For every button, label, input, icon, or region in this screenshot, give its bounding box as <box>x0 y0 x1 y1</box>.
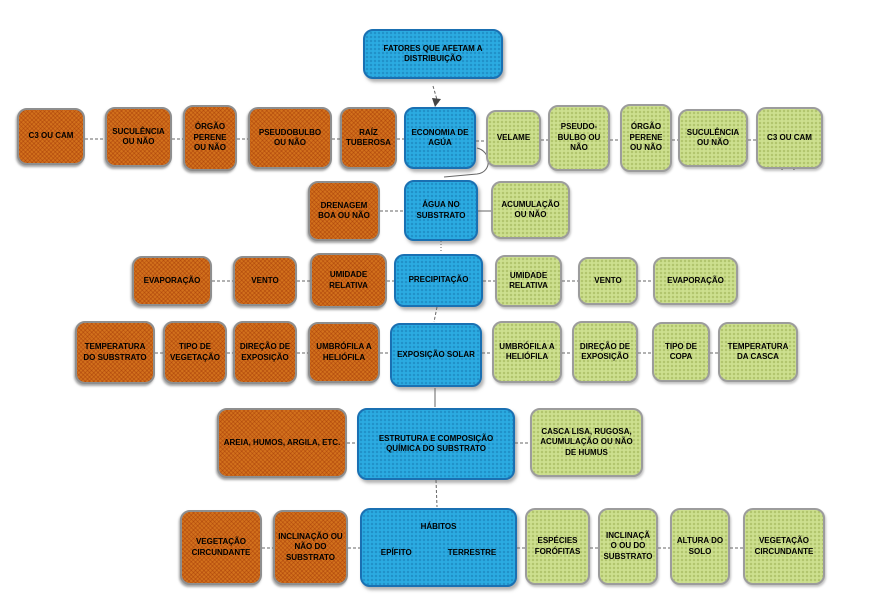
node-agua-no-substrato: ÁGUA NO SUBSTRATO <box>404 180 478 241</box>
node-vento-right: VENTO <box>578 257 638 305</box>
node-evaporacao-left: EVAPORAÇÃO <box>132 256 212 306</box>
habitos-subtypes: EPÍFITO TERRESTRE <box>381 548 496 558</box>
node-direcao-de-exposicao-left: DIREÇÃO DE EXPOSIÇÃO <box>233 321 297 384</box>
edge-estrutura-habitos <box>435 479 438 508</box>
node-economia-de-agua: ECONOMIA DE AGÚA <box>404 107 476 169</box>
node-estrutura-e-composicao-quimica-do-substrato: ESTRUTURA E COMPOSIÇÃO QUÍMICA DO SUBSTR… <box>357 408 515 480</box>
node-label: INCLINAÇÃO OU NÃO DO SUBSTRATO <box>278 531 343 562</box>
node-tipo-de-copa: TIPO DE COPA <box>652 322 710 382</box>
node-c3-ou-cam-left: C3 OU CAM <box>17 108 85 165</box>
node-label: ESTRUTURA E COMPOSIÇÃO QUÍMICA DO SUBSTR… <box>378 433 494 453</box>
node-umidade-relativa-left: UMIDADE RELATIVA <box>310 253 387 308</box>
node-vegetacao-circundante-right: VEGETAÇÃO CIRCUNDANTE <box>743 508 825 585</box>
node-label: RAÍZ TUBEROSA <box>346 127 391 147</box>
node-label: UMIDADE RELATIVA <box>509 270 548 290</box>
node-especies-forofitas: ESPÉCIES FORÓFITAS <box>525 508 590 585</box>
node-label: CASCA LISA, RUGOSA, ACUMULAÇÃO OU NÃO DE… <box>540 426 633 457</box>
node-label: PSEUDOBULBO OU NÃO <box>258 127 322 147</box>
node-inclinacao-ou-nao-do-substrato: INCLINAÇÃO OU NÃO DO SUBSTRATO <box>273 510 348 585</box>
node-label: EVAPORAÇÃO <box>667 275 724 285</box>
node-label: ÓRGÃO PERENE OU NÃO <box>193 122 227 153</box>
node-label: EXPOSIÇÃO SOLAR <box>397 349 475 359</box>
node-inclinacao-ou-do-substrato: INCLINAÇÃO OU DO SUBSTRATO <box>598 508 658 585</box>
node-precipitacao: PRECIPITAÇÃO <box>394 254 483 307</box>
node-label: VEGETAÇÃO CIRCUNDANTE <box>754 536 814 556</box>
node-umbrofila-a-heliofila-left: UMBRÓFILA A HELIÓFILA <box>308 322 380 383</box>
node-drenagem-boa-ou-nao: DRENAGEM BOA OU NÃO <box>308 181 380 241</box>
node-pseudo-bulbo-ou-nao-right: PSEUDO-BULBO OU NÃO <box>548 105 610 171</box>
node-label: C3 OU CAM <box>767 132 812 142</box>
node-label: UMBRÓFILA A HELIÓFILA <box>316 342 372 362</box>
node-label: UMIDADE RELATIVA <box>329 270 368 290</box>
node-label: ACUMULAÇÃO OU NÃO <box>501 199 560 219</box>
node-label: TEMPERATURA DO SUBSTRATO <box>83 342 147 362</box>
node-label: UMBRÓFILA A HELIÓFILA <box>499 341 555 361</box>
node-label: DIREÇÃO DE EXPOSIÇÃO <box>579 341 631 361</box>
node-acumulacao-ou-nao: ACUMULAÇÃO OU NÃO <box>491 181 570 239</box>
node-fatores-que-afetam-a-distribuicao: FATORES QUE AFETAM A DISTRIBUIÇÃO <box>363 29 503 79</box>
node-c3-ou-cam-right: C3 OU CAM <box>756 107 823 169</box>
node-label: ALTURA DO SOLO <box>676 536 724 556</box>
node-label: HÁBITOS <box>420 522 457 531</box>
row1-links <box>85 138 756 142</box>
node-habitos: HÁBITOS EPÍFITO TERRESTRE <box>360 508 517 587</box>
edge-root-economia <box>432 85 439 104</box>
node-pseudobulbo-ou-nao-left: PSEUDOBULBO OU NÃO <box>248 107 332 169</box>
node-label: TIPO DE VEGETAÇÃO <box>169 342 221 362</box>
node-label: PRECIPITAÇÃO <box>408 275 469 285</box>
node-label: AREIA, HUMOS, ARGILA, ETC. <box>223 437 341 447</box>
node-suculencia-ou-nao-right: SUCULÊNCIA OU NÃO <box>678 109 748 167</box>
node-label: SUCULÊNCIA OU NÃO <box>112 126 165 146</box>
node-label: SUCULÊNCIA OU NÃO <box>686 127 740 147</box>
node-label: TEMPERATURA DA CASCA <box>727 341 789 361</box>
node-label: FATORES QUE AFETAM A DISTRIBUIÇÃO <box>383 43 483 63</box>
node-direcao-de-exposicao-right: DIREÇÃO DE EXPOSIÇÃO <box>572 321 638 383</box>
node-umbrofila-a-heliofila-right: UMBRÓFILA A HELIÓFILA <box>492 321 562 383</box>
arrowhead <box>432 98 441 107</box>
node-label: ÁGUA NO SUBSTRATO <box>416 200 466 220</box>
node-label: C3 OU CAM <box>28 131 74 141</box>
node-orgao-perene-ou-nao-right: ÓRGÃO PERENE OU NÃO <box>620 104 672 172</box>
node-temperatura-do-substrato: TEMPERATURA DO SUBSTRATO <box>75 321 155 384</box>
node-label: EVAPORAÇÃO <box>143 275 201 285</box>
node-label: VENTO <box>251 275 279 285</box>
node-velame: VELAME <box>486 110 541 167</box>
node-altura-do-solo: ALTURA DO SOLO <box>670 508 730 585</box>
node-label: PSEUDO-BULBO OU NÃO <box>557 122 601 153</box>
node-casca-lisa-rugosa-acumulacao-ou-nao-de-humus: CASCA LISA, RUGOSA, ACUMULAÇÃO OU NÃO DE… <box>530 408 643 477</box>
node-umidade-relativa-right: UMIDADE RELATIVA <box>495 255 562 307</box>
node-exposicao-solar: EXPOSIÇÃO SOLAR <box>390 323 482 387</box>
node-vento-left: VENTO <box>233 256 297 306</box>
node-label: ECONOMIA DE AGÚA <box>411 127 469 147</box>
node-evaporacao-right: EVAPORAÇÃO <box>653 257 738 305</box>
node-label: INCLINAÇÃO OU DO SUBSTRATO <box>603 530 653 561</box>
node-label-terrestre: TERRESTRE <box>447 548 497 558</box>
node-label: VELAME <box>496 133 531 143</box>
node-areia-humos-argila-etc: AREIA, HUMOS, ARGILA, ETC. <box>217 408 347 478</box>
edge-precipitacao-exposicao <box>433 306 438 323</box>
node-temperatura-da-casca: TEMPERATURA DA CASCA <box>718 322 798 382</box>
node-raiz-tuberosa: RAÍZ TUBEROSA <box>340 107 397 169</box>
node-tipo-de-vegetacao: TIPO DE VEGETAÇÃO <box>163 321 227 384</box>
node-vegetacao-circundante-left: VEGETAÇÃO CIRCUNDANTE <box>180 510 262 585</box>
node-label: VEGETAÇÃO CIRCUNDANTE <box>191 537 251 557</box>
node-suculencia-ou-nao-left: SUCULÊNCIA OU NÃO <box>105 107 172 167</box>
node-label: VENTO <box>594 275 622 285</box>
node-label: TIPO DE COPA <box>664 341 697 361</box>
node-label: ESPÉCIES FORÓFITAS <box>534 536 581 556</box>
node-label: ÓRGÃO PERENE OU NÃO <box>629 122 663 153</box>
node-label: DIREÇÃO DE EXPOSIÇÃO <box>239 342 291 362</box>
node-label-epifito: EPÍFITO <box>380 548 412 558</box>
node-orgao-perene-ou-nao-left: ÓRGÃO PERENE OU NÃO <box>183 105 237 171</box>
node-label: DRENAGEM BOA OU NÃO <box>318 200 370 220</box>
